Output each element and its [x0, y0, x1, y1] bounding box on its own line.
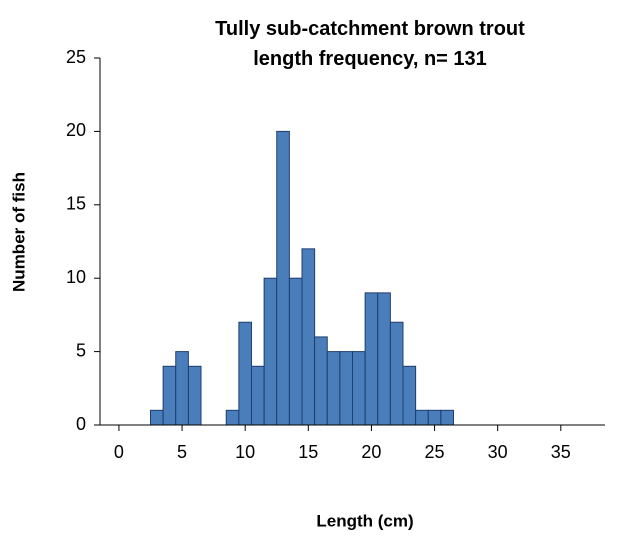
y-tick-label: 25 [66, 47, 86, 67]
bar [339, 351, 353, 426]
x-tick-label: 35 [551, 442, 571, 462]
y-tick-label: 5 [76, 340, 86, 360]
bar [364, 292, 379, 426]
bar [187, 365, 202, 426]
bar [238, 321, 252, 426]
x-tick-label: 15 [298, 442, 318, 462]
x-axis-label: Length (cm) [316, 511, 413, 530]
bar [377, 292, 391, 426]
x-tick-label: 5 [177, 442, 187, 462]
y-tick-label: 20 [66, 120, 86, 140]
bar [314, 336, 328, 426]
bar [301, 248, 316, 426]
bar [352, 351, 366, 426]
bar [326, 351, 341, 426]
x-tick-label: 30 [488, 442, 508, 462]
bar [288, 277, 303, 426]
chart-title: Tully sub-catchment brown trout length f… [215, 18, 525, 70]
bar [150, 409, 164, 426]
bar [389, 321, 404, 426]
bar [251, 365, 265, 426]
y-tick-label: 0 [76, 414, 86, 434]
bar [402, 365, 417, 426]
y-axis-label: Number of fish [9, 172, 28, 292]
x-tick-label: 20 [361, 442, 381, 462]
x-tick-label: 25 [425, 442, 445, 462]
x-tick-label: 10 [235, 442, 255, 462]
bar [225, 409, 240, 426]
bar [175, 351, 189, 426]
bar [415, 409, 429, 426]
y-tick-label: 15 [66, 194, 86, 214]
bar [276, 130, 290, 426]
bar [162, 365, 177, 426]
bar [440, 409, 454, 426]
bar [427, 409, 442, 426]
x-tick-label: 0 [114, 442, 124, 462]
y-tick-label: 10 [66, 267, 86, 287]
bar [263, 277, 278, 426]
